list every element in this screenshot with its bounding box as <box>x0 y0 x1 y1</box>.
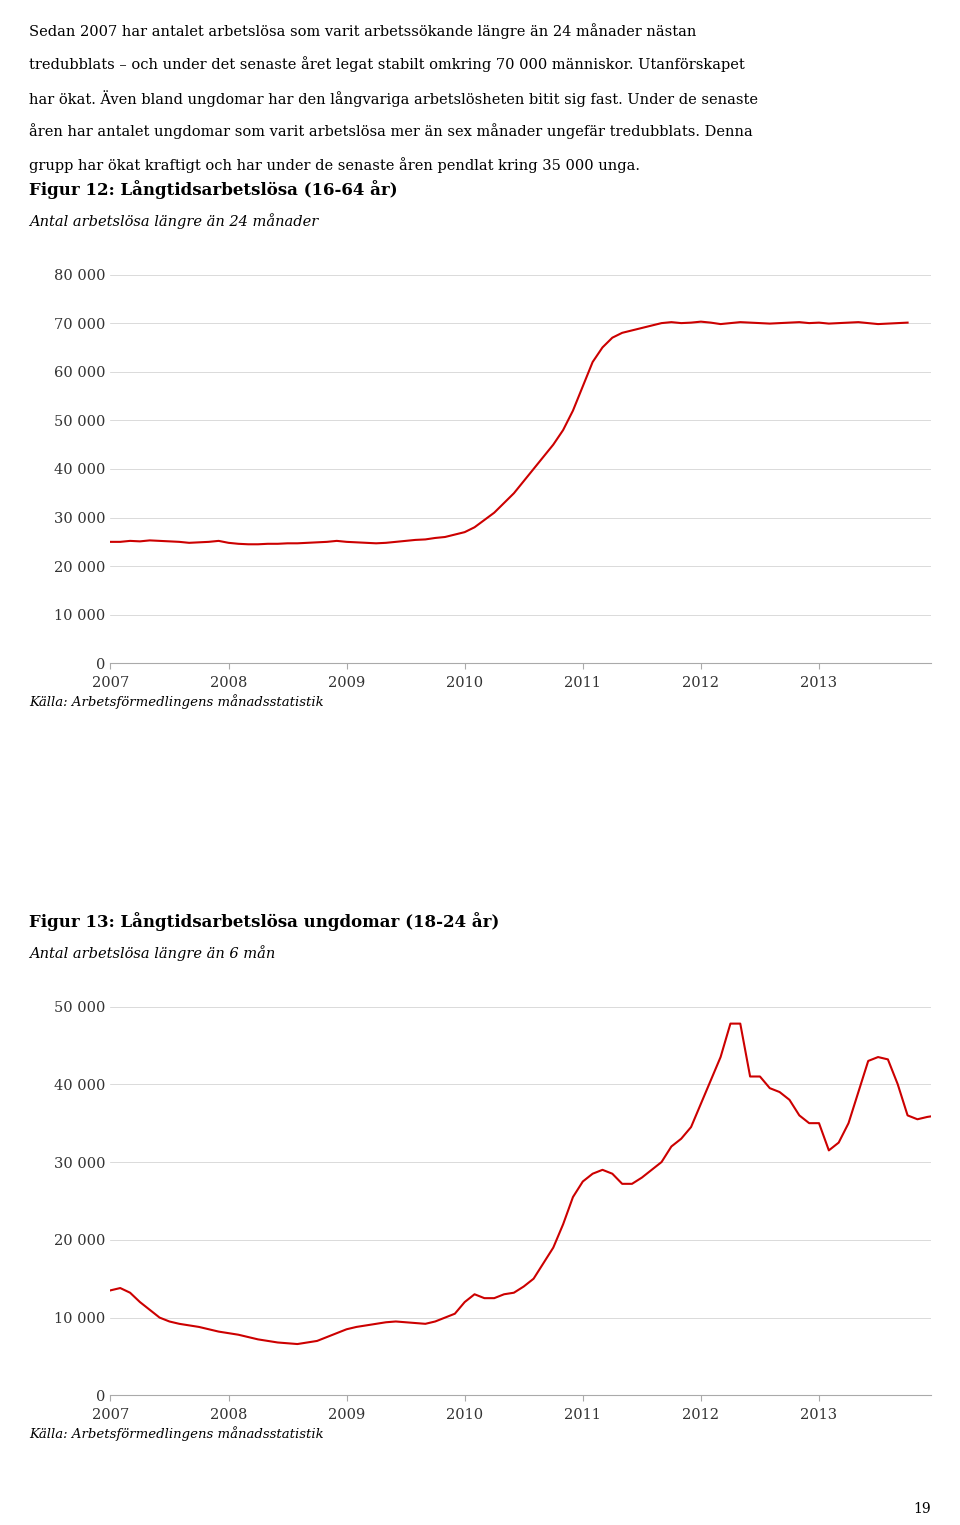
Text: Antal arbetslösa längre än 24 månader: Antal arbetslösa längre än 24 månader <box>29 214 318 229</box>
Text: åren har antalet ungdomar som varit arbetslösa mer än sex månader ungefär tredub: åren har antalet ungdomar som varit arbe… <box>29 124 753 139</box>
Text: Figur 12: Långtidsarbetslösa (16-64 år): Figur 12: Långtidsarbetslösa (16-64 år) <box>29 180 397 200</box>
Text: grupp har ökat kraftigt och har under de senaste åren pendlat kring 35 000 unga.: grupp har ökat kraftigt och har under de… <box>29 157 639 172</box>
Text: Källa: Arbetsförmedlingens månadsstatistik: Källa: Arbetsförmedlingens månadsstatist… <box>29 1426 324 1441</box>
Text: tredubblats – och under det senaste året legat stabilt omkring 70 000 människor.: tredubblats – och under det senaste året… <box>29 56 745 72</box>
Text: Figur 13: Långtidsarbetslösa ungdomar (18-24 år): Figur 13: Långtidsarbetslösa ungdomar (1… <box>29 912 499 932</box>
Text: Antal arbetslösa längre än 6 mån: Antal arbetslösa längre än 6 mån <box>29 946 276 961</box>
Text: 19: 19 <box>914 1502 931 1516</box>
Text: Sedan 2007 har antalet arbetslösa som varit arbetssökande längre än 24 månader n: Sedan 2007 har antalet arbetslösa som va… <box>29 23 696 38</box>
Text: har ökat. Även bland ungdomar har den långvariga arbetslösheten bitit sig fast. : har ökat. Även bland ungdomar har den lå… <box>29 90 757 107</box>
Text: Källa: Arbetsförmedlingens månadsstatistik: Källa: Arbetsförmedlingens månadsstatist… <box>29 694 324 709</box>
